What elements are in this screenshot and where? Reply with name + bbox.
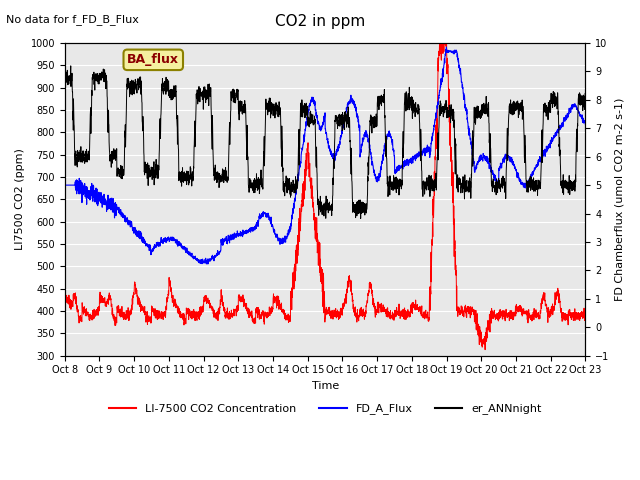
Legend: LI-7500 CO2 Concentration, FD_A_Flux, er_ANNnight: LI-7500 CO2 Concentration, FD_A_Flux, er… bbox=[104, 399, 546, 419]
X-axis label: Time: Time bbox=[312, 381, 339, 391]
Text: BA_flux: BA_flux bbox=[127, 53, 179, 66]
Text: No data for f_FD_B_Flux: No data for f_FD_B_Flux bbox=[6, 14, 140, 25]
Y-axis label: LI7500 CO2 (ppm): LI7500 CO2 (ppm) bbox=[15, 148, 25, 250]
Text: CO2 in ppm: CO2 in ppm bbox=[275, 14, 365, 29]
Y-axis label: FD Chamberflux (umol CO2 m-2 s-1): FD Chamberflux (umol CO2 m-2 s-1) bbox=[615, 97, 625, 301]
